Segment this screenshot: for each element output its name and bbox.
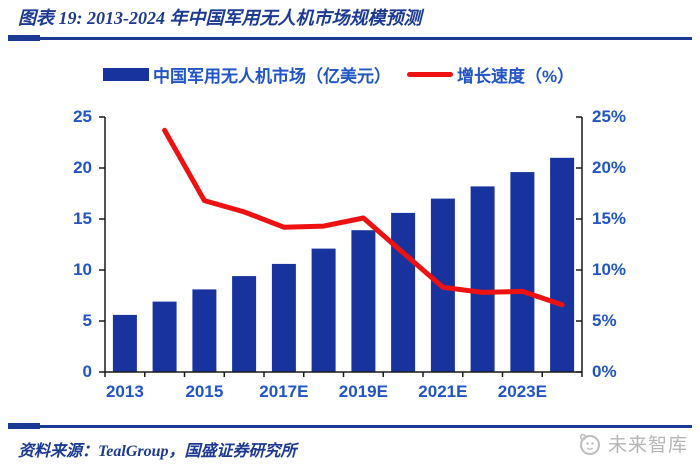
legend-item-growth: 增长速度（%） bbox=[407, 62, 574, 87]
x-tick-label-2013: 2013 bbox=[105, 382, 144, 401]
y-right-tick-label: 20% bbox=[592, 158, 627, 177]
y-right-tick-label: 5% bbox=[592, 311, 617, 330]
y-left-tick-label: 15 bbox=[73, 209, 92, 228]
title-divider bbox=[8, 37, 692, 40]
y-left-tick-label: 5 bbox=[82, 311, 92, 330]
line-series-swatch bbox=[407, 72, 453, 77]
y-right-tick-label: 0% bbox=[592, 362, 617, 381]
bar-2019E bbox=[351, 230, 376, 372]
y-left-tick-label: 0 bbox=[82, 362, 92, 381]
bar-2015 bbox=[192, 289, 217, 372]
bar-2013 bbox=[112, 314, 137, 372]
x-tick-label-2023E: 2023E bbox=[497, 382, 547, 401]
x-tick-label-2019E: 2019E bbox=[338, 382, 388, 401]
title-divider-accent bbox=[8, 35, 40, 41]
x-tick-label-2017E: 2017E bbox=[259, 382, 309, 401]
y-right-tick-label: 10% bbox=[592, 260, 627, 279]
bar-2022E bbox=[470, 186, 495, 372]
chart-legend: 中国军用无人机市场（亿美元） 增长速度（%） bbox=[103, 62, 643, 87]
y-left-tick-label: 25 bbox=[73, 107, 92, 126]
y-left-tick-label: 10 bbox=[73, 260, 92, 279]
bar-2018E bbox=[311, 248, 336, 372]
bar-2020E bbox=[391, 212, 416, 372]
source-note: 资料来源：TealGroup，国盛证券研究所 bbox=[18, 443, 297, 460]
bar-series-swatch bbox=[103, 68, 149, 81]
bar-2017E bbox=[271, 263, 296, 372]
bar-2023E bbox=[510, 172, 535, 372]
watermark: 未来智库 bbox=[577, 430, 688, 457]
y-right-tick-label: 25% bbox=[592, 107, 627, 126]
page-title: 图表 19: 2013-2024 年中国军用无人机市场规模预测 bbox=[18, 8, 422, 28]
footer-divider-accent bbox=[8, 423, 40, 429]
x-tick-label-2021E: 2021E bbox=[418, 382, 468, 401]
legend-item-market: 中国军用无人机市场（亿美元） bbox=[103, 62, 391, 87]
y-left-tick-label: 20 bbox=[73, 158, 92, 177]
bar-2024E bbox=[550, 157, 575, 372]
x-tick-label-2015: 2015 bbox=[185, 382, 224, 401]
watermark-label: 未来智库 bbox=[607, 435, 688, 456]
watermark-logo-icon bbox=[579, 433, 600, 455]
bar-2016 bbox=[232, 276, 257, 372]
growth-line bbox=[162, 127, 565, 308]
footer-divider bbox=[8, 425, 692, 428]
bar-2014 bbox=[152, 301, 177, 372]
y-right-tick-label: 15% bbox=[592, 209, 627, 228]
line-series-label: 增长速度（%） bbox=[457, 67, 575, 86]
bar-series-label: 中国军用无人机市场（亿美元） bbox=[153, 67, 391, 86]
